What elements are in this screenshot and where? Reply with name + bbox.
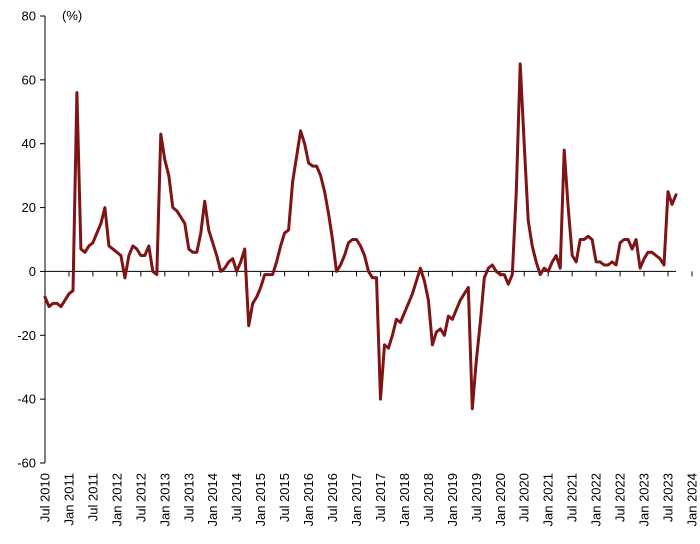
x-tick-label: Jul 2010	[38, 473, 53, 522]
y-axis: 80 60 40 20 0 -20 -40 -60	[17, 9, 46, 471]
x-tick-label: Jan 2011	[61, 473, 76, 526]
x-tick-label: Jul 2021	[565, 473, 580, 522]
x-tick-label: Jan 2018	[397, 473, 412, 527]
x-tick-label: Jul 2016	[325, 473, 340, 522]
y-tick-label: 60	[22, 72, 36, 87]
x-tick-label: Jul 2015	[277, 473, 292, 522]
x-tick-label: Jan 2015	[253, 473, 268, 527]
x-tick-label: Jul 2022	[613, 473, 628, 522]
y-tick-label: -20	[17, 328, 36, 343]
x-tick-label: Jan 2020	[493, 473, 508, 527]
x-tick-label: Jan 2013	[157, 473, 172, 527]
x-tick-label: Jan 2023	[637, 473, 652, 527]
y-tick-label: -40	[17, 392, 36, 407]
y-tick-label: 80	[22, 9, 36, 24]
y-tick-label: 20	[22, 200, 36, 215]
x-tick-label: Jul 2012	[133, 473, 148, 522]
series-line	[43, 62, 678, 411]
x-tick-label: Jul 2020	[517, 473, 532, 522]
x-tick-label: Jan 2016	[301, 473, 316, 527]
x-tick-label: Jan 2022	[589, 473, 604, 527]
series-layer	[43, 62, 678, 411]
x-tick-label: Jul 2018	[421, 473, 436, 522]
x-axis: Jul 2010 Jan 2011 Jul 2011 Jan 2012 Jul 2012…	[38, 270, 699, 527]
x-tick-label: Jan 2021	[541, 473, 556, 527]
x-tick-label: Jan 2017	[349, 473, 364, 527]
x-tick-label: Jan 2012	[109, 473, 124, 527]
x-tick-label: Jan 2014	[205, 473, 220, 527]
x-tick-label: Jul 2019	[469, 473, 484, 522]
x-tick-label: Jul 2017	[373, 473, 388, 522]
x-tick-label: Jan 2024	[684, 473, 699, 527]
y-tick-label: 0	[29, 264, 36, 279]
y-tick-label: -60	[17, 456, 36, 471]
x-tick-label: Jan 2019	[445, 473, 460, 527]
x-tick-label: Jul 2011	[85, 473, 100, 521]
x-tick-label: Jul 2014	[229, 473, 244, 522]
x-tick-label: Jul 2013	[181, 473, 196, 522]
y-unit-label: (%)	[62, 8, 82, 23]
y-tick-label: 40	[22, 136, 36, 151]
x-tick-label: Jul 2023	[661, 473, 676, 522]
